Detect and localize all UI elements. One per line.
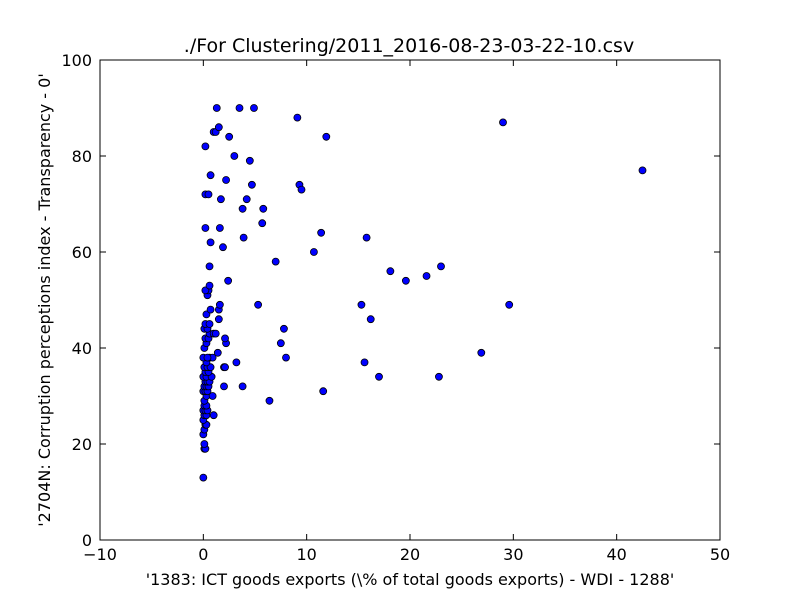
data-point bbox=[206, 171, 215, 180]
y-axis-title: '2704N: Corruption perceptions index - T… bbox=[35, 73, 54, 526]
x-tick-label: 10 bbox=[296, 545, 316, 564]
data-point bbox=[386, 267, 395, 276]
data-point bbox=[366, 315, 375, 324]
data-point bbox=[205, 262, 214, 271]
chart-title: ./For Clustering/2011_2016-08-23-03-22-1… bbox=[184, 35, 634, 57]
data-point bbox=[208, 392, 217, 400]
data-point bbox=[477, 348, 486, 357]
data-point bbox=[206, 305, 215, 314]
data-point bbox=[271, 257, 280, 266]
data-points bbox=[199, 104, 647, 482]
data-point bbox=[435, 372, 443, 381]
y-tick-label: 80 bbox=[72, 147, 92, 166]
data-point bbox=[215, 224, 224, 232]
y-tick-label: 100 bbox=[61, 51, 92, 70]
data-point bbox=[204, 190, 213, 199]
data-point bbox=[357, 300, 366, 309]
data-point bbox=[239, 233, 248, 242]
data-point bbox=[247, 180, 256, 189]
data-point bbox=[216, 195, 225, 204]
data-point bbox=[215, 300, 224, 309]
data-point bbox=[499, 118, 507, 127]
data-point bbox=[221, 363, 229, 372]
data-point bbox=[201, 224, 210, 232]
data-point bbox=[360, 358, 369, 367]
y-tick-label: 20 bbox=[72, 435, 92, 454]
data-point bbox=[230, 152, 239, 160]
data-point bbox=[205, 281, 214, 290]
data-point bbox=[205, 320, 214, 328]
data-point bbox=[214, 315, 223, 324]
data-point bbox=[220, 382, 228, 391]
x-tick-label: 30 bbox=[503, 545, 523, 564]
data-point bbox=[225, 132, 234, 141]
data-point bbox=[211, 329, 220, 338]
data-point bbox=[235, 104, 244, 112]
data-point bbox=[238, 382, 247, 391]
data-point bbox=[238, 204, 247, 213]
data-point bbox=[265, 396, 274, 405]
data-point bbox=[505, 300, 514, 309]
data-point bbox=[437, 262, 445, 271]
data-point bbox=[209, 411, 218, 420]
y-tick-label: 40 bbox=[72, 339, 92, 358]
x-tick-label: 20 bbox=[400, 545, 420, 564]
data-point bbox=[422, 272, 431, 280]
data-point bbox=[362, 233, 371, 242]
data-point bbox=[219, 243, 227, 252]
data-point bbox=[200, 440, 209, 448]
data-point bbox=[201, 142, 210, 151]
data-point bbox=[276, 339, 285, 348]
data-point bbox=[245, 156, 254, 165]
data-point bbox=[212, 104, 221, 112]
data-point bbox=[224, 276, 233, 285]
data-point bbox=[401, 276, 410, 285]
data-point bbox=[638, 166, 647, 175]
x-tick-label: 50 bbox=[710, 545, 730, 564]
data-point bbox=[280, 324, 288, 333]
data-point bbox=[232, 358, 241, 367]
y-tick-label: 60 bbox=[72, 243, 92, 262]
y-tick-label: 0 bbox=[82, 531, 92, 550]
x-tick-label: 40 bbox=[606, 545, 626, 564]
data-point bbox=[258, 219, 267, 228]
data-point bbox=[317, 228, 326, 237]
data-point bbox=[282, 353, 290, 362]
data-point bbox=[221, 334, 229, 343]
x-tick-label: 0 bbox=[198, 545, 208, 564]
data-point bbox=[213, 348, 222, 357]
data-point bbox=[319, 387, 328, 396]
data-point bbox=[254, 300, 263, 309]
data-point bbox=[222, 176, 230, 184]
data-point bbox=[242, 195, 251, 204]
data-point bbox=[375, 372, 383, 381]
x-axis-title: '1383: ICT goods exports (\% of total go… bbox=[146, 570, 675, 589]
data-point bbox=[259, 204, 268, 213]
data-point bbox=[297, 185, 306, 194]
data-point bbox=[322, 132, 331, 141]
data-point bbox=[203, 353, 212, 362]
data-point bbox=[250, 104, 258, 112]
data-point bbox=[214, 123, 223, 132]
x-tick-label: −10 bbox=[83, 545, 117, 564]
data-point bbox=[293, 113, 302, 122]
plot-area-frame bbox=[99, 59, 721, 541]
data-point bbox=[206, 238, 215, 247]
data-point bbox=[199, 473, 208, 482]
data-point bbox=[309, 248, 318, 256]
